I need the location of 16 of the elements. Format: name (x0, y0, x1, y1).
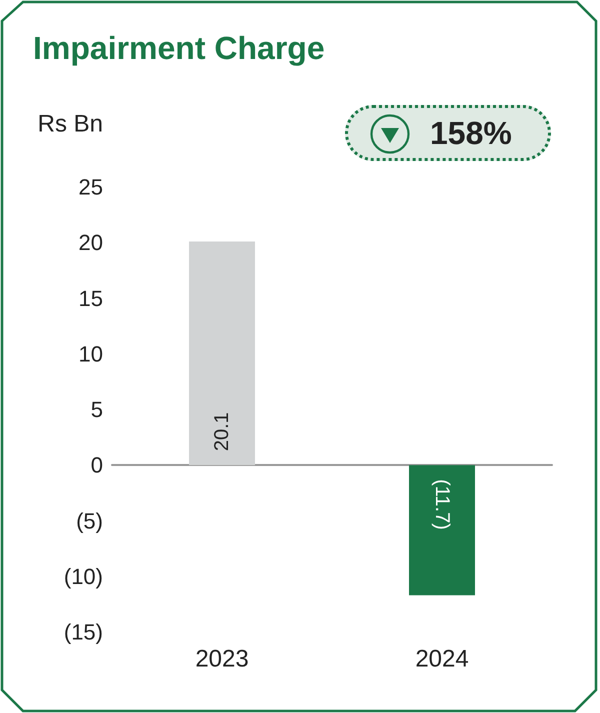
y-tick-label: (5) (76, 508, 103, 534)
x-tick-label: 2023 (195, 646, 249, 672)
data-label: (11.7) (431, 479, 453, 530)
y-tick-label: 20 (78, 230, 103, 256)
y-tick-label: 15 (78, 286, 103, 311)
y-tick-label: 25 (78, 174, 103, 200)
chart-title: Impairment Charge (33, 30, 325, 66)
y-axis-title: Rs Bn (38, 110, 103, 138)
data-label: 20.1 (211, 412, 233, 452)
y-tick-label: (15) (64, 620, 103, 644)
y-tick-label: 5 (90, 397, 103, 422)
x-tick-label: 2024 (415, 646, 469, 672)
y-tick-label: 10 (78, 341, 103, 366)
y-tick-label: 0 (90, 452, 103, 478)
text: 158% (430, 114, 512, 152)
y-tick-label: (10) (64, 564, 103, 589)
